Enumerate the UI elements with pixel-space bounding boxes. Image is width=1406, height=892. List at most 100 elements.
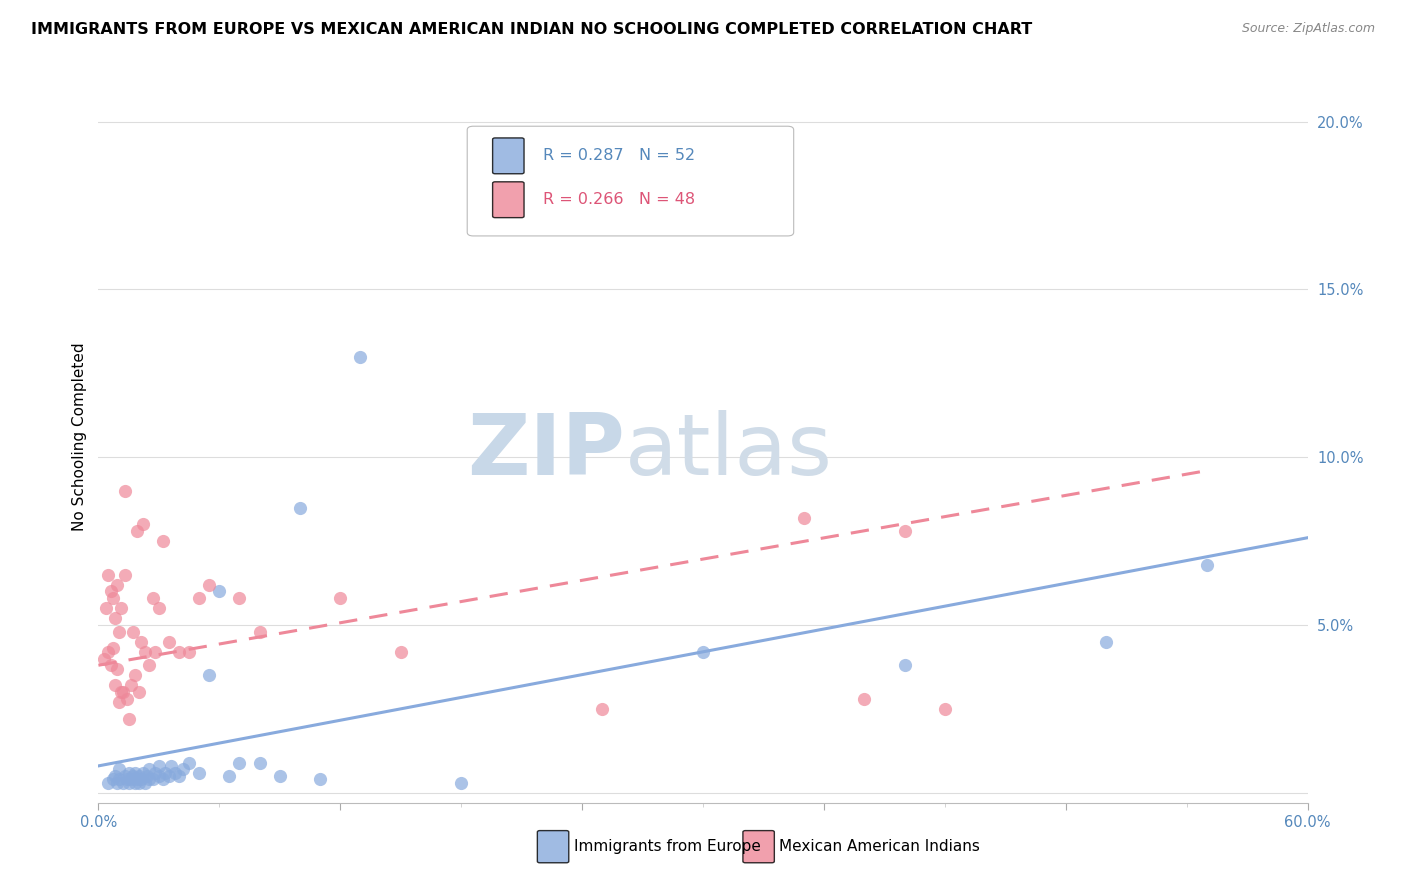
Point bbox=[124, 668, 146, 682]
Point bbox=[160, 759, 183, 773]
Point bbox=[97, 567, 120, 582]
Point bbox=[134, 775, 156, 789]
Point bbox=[167, 769, 190, 783]
Point bbox=[121, 624, 143, 639]
Point bbox=[124, 775, 146, 789]
Text: Mexican American Indians: Mexican American Indians bbox=[779, 839, 980, 855]
Point bbox=[692, 645, 714, 659]
Point bbox=[329, 591, 352, 606]
Point bbox=[110, 685, 132, 699]
Point bbox=[105, 578, 128, 592]
Point bbox=[111, 685, 134, 699]
Point bbox=[288, 500, 311, 515]
Point bbox=[249, 624, 271, 639]
Point bbox=[142, 772, 165, 787]
Point bbox=[111, 775, 134, 789]
Point bbox=[148, 759, 170, 773]
Point bbox=[934, 702, 956, 716]
Point bbox=[128, 769, 150, 783]
Point bbox=[132, 517, 155, 532]
Point bbox=[148, 769, 170, 783]
Point bbox=[115, 772, 138, 787]
Point bbox=[120, 772, 142, 787]
Point bbox=[198, 668, 221, 682]
Point bbox=[100, 584, 122, 599]
Point bbox=[124, 765, 146, 780]
Point bbox=[125, 772, 148, 787]
Point bbox=[793, 510, 815, 524]
Point bbox=[208, 584, 231, 599]
Point bbox=[228, 756, 250, 770]
Point bbox=[129, 634, 152, 648]
Point bbox=[121, 769, 143, 783]
Point bbox=[103, 678, 125, 692]
Point bbox=[107, 695, 129, 709]
Point bbox=[228, 591, 250, 606]
Point bbox=[179, 756, 201, 770]
Text: IMMIGRANTS FROM EUROPE VS MEXICAN AMERICAN INDIAN NO SCHOOLING COMPLETED CORRELA: IMMIGRANTS FROM EUROPE VS MEXICAN AMERIC… bbox=[31, 22, 1032, 37]
Point bbox=[269, 769, 291, 783]
Point bbox=[157, 634, 180, 648]
Point bbox=[172, 762, 194, 776]
Point bbox=[143, 645, 166, 659]
Point bbox=[450, 775, 472, 789]
Point bbox=[148, 601, 170, 615]
FancyBboxPatch shape bbox=[492, 182, 524, 218]
Point bbox=[179, 645, 201, 659]
Point bbox=[152, 772, 174, 787]
Point bbox=[853, 691, 876, 706]
FancyBboxPatch shape bbox=[492, 138, 524, 174]
Point bbox=[167, 645, 190, 659]
Point bbox=[129, 772, 152, 787]
FancyBboxPatch shape bbox=[742, 830, 775, 863]
Point bbox=[135, 769, 157, 783]
Point bbox=[101, 591, 124, 606]
Point bbox=[128, 685, 150, 699]
Point bbox=[1195, 558, 1218, 572]
Point bbox=[142, 591, 165, 606]
Point bbox=[198, 578, 221, 592]
Point bbox=[107, 624, 129, 639]
Point bbox=[105, 775, 128, 789]
Text: Source: ZipAtlas.com: Source: ZipAtlas.com bbox=[1241, 22, 1375, 36]
Text: ZIP: ZIP bbox=[467, 410, 624, 493]
Point bbox=[101, 641, 124, 656]
Point bbox=[105, 662, 128, 676]
Point bbox=[110, 601, 132, 615]
Point bbox=[153, 765, 176, 780]
Point bbox=[893, 524, 915, 538]
Point bbox=[103, 769, 125, 783]
Point bbox=[163, 765, 186, 780]
Point bbox=[349, 350, 371, 364]
Y-axis label: No Schooling Completed: No Schooling Completed bbox=[72, 343, 87, 532]
Point bbox=[101, 772, 124, 787]
Point bbox=[97, 775, 120, 789]
Text: atlas: atlas bbox=[624, 410, 832, 493]
Point bbox=[118, 765, 141, 780]
Point bbox=[188, 765, 211, 780]
Point bbox=[893, 658, 915, 673]
Point bbox=[107, 772, 129, 787]
Point bbox=[125, 524, 148, 538]
Point bbox=[249, 756, 271, 770]
Text: R = 0.287   N = 52: R = 0.287 N = 52 bbox=[543, 148, 696, 163]
Point bbox=[96, 601, 118, 615]
Point bbox=[97, 645, 120, 659]
Point bbox=[134, 645, 156, 659]
Point bbox=[138, 772, 160, 787]
Point bbox=[114, 769, 136, 783]
Point bbox=[115, 691, 138, 706]
Point bbox=[93, 651, 115, 665]
Point bbox=[118, 775, 141, 789]
Point bbox=[157, 769, 180, 783]
Point bbox=[118, 712, 141, 726]
Point bbox=[138, 658, 160, 673]
Point bbox=[128, 775, 150, 789]
Point bbox=[218, 769, 240, 783]
Point bbox=[143, 765, 166, 780]
Point bbox=[114, 483, 136, 498]
Point bbox=[138, 762, 160, 776]
Point bbox=[107, 762, 129, 776]
Text: R = 0.266   N = 48: R = 0.266 N = 48 bbox=[543, 193, 696, 207]
Point bbox=[120, 678, 142, 692]
